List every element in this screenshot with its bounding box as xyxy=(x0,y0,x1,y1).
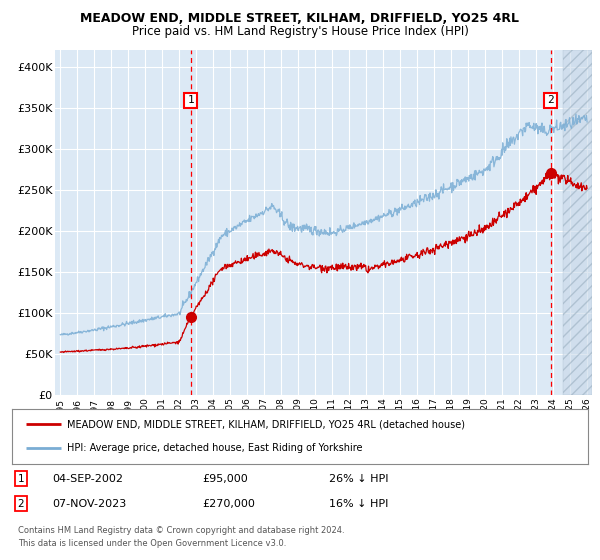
Text: 04-SEP-2002: 04-SEP-2002 xyxy=(52,474,124,484)
Text: Contains HM Land Registry data © Crown copyright and database right 2024.: Contains HM Land Registry data © Crown c… xyxy=(18,526,344,535)
Text: 1: 1 xyxy=(17,474,24,484)
Text: Price paid vs. HM Land Registry's House Price Index (HPI): Price paid vs. HM Land Registry's House … xyxy=(131,25,469,38)
Text: MEADOW END, MIDDLE STREET, KILHAM, DRIFFIELD, YO25 4RL (detached house): MEADOW END, MIDDLE STREET, KILHAM, DRIFF… xyxy=(67,419,465,429)
Text: 07-NOV-2023: 07-NOV-2023 xyxy=(52,499,127,508)
Text: MEADOW END, MIDDLE STREET, KILHAM, DRIFFIELD, YO25 4RL: MEADOW END, MIDDLE STREET, KILHAM, DRIFF… xyxy=(80,12,520,25)
Text: 1: 1 xyxy=(187,95,194,105)
Text: HPI: Average price, detached house, East Riding of Yorkshire: HPI: Average price, detached house, East… xyxy=(67,444,362,453)
Text: 16% ↓ HPI: 16% ↓ HPI xyxy=(329,499,388,508)
Text: 2: 2 xyxy=(547,95,554,105)
Bar xyxy=(563,50,592,395)
Text: This data is licensed under the Open Government Licence v3.0.: This data is licensed under the Open Gov… xyxy=(18,539,286,548)
Text: £95,000: £95,000 xyxy=(202,474,248,484)
Text: £270,000: £270,000 xyxy=(202,499,255,508)
Text: 2: 2 xyxy=(17,499,24,508)
Text: 26% ↓ HPI: 26% ↓ HPI xyxy=(329,474,388,484)
